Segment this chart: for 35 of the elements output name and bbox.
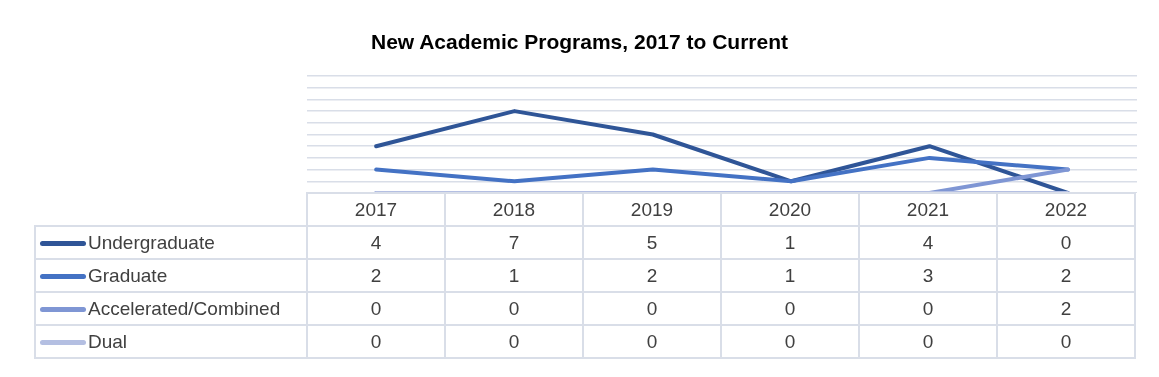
- data-label: 1: [445, 259, 583, 292]
- data-label: 0: [859, 325, 997, 358]
- data-label: 1: [721, 226, 859, 259]
- data-label: 4: [859, 226, 997, 259]
- data-label: 2: [583, 259, 721, 292]
- data-label: 0: [583, 325, 721, 358]
- data-label: 0: [859, 292, 997, 325]
- data-label: 7: [445, 226, 583, 259]
- data-label: 2: [307, 259, 445, 292]
- x-tick-label: 2019: [583, 193, 721, 226]
- data-label: 2: [997, 292, 1135, 325]
- data-label: 0: [583, 292, 721, 325]
- data-label: 0: [997, 325, 1135, 358]
- data-label: 3: [859, 259, 997, 292]
- data-label: 0: [307, 325, 445, 358]
- x-tick-label: 2021: [859, 193, 997, 226]
- chart-title: New Academic Programs, 2017 to Current: [369, 30, 789, 54]
- x-tick-label: 2022: [997, 193, 1135, 226]
- legend-label: Accelerated/Combined: [88, 297, 281, 319]
- x-tick-label: 2020: [721, 193, 859, 226]
- data-label: 0: [997, 226, 1135, 259]
- data-label: 2: [997, 259, 1135, 292]
- x-tick-label: 2017: [307, 193, 445, 226]
- legend-label: Graduate: [88, 264, 168, 286]
- legend-label: Undergraduate: [88, 231, 215, 253]
- data-label: 0: [721, 325, 859, 358]
- data-label: 0: [721, 292, 859, 325]
- data-label: 0: [445, 325, 583, 358]
- data-label: 0: [307, 292, 445, 325]
- data-label: 0: [445, 292, 583, 325]
- data-label: 4: [307, 226, 445, 259]
- data-label: 5: [583, 226, 721, 259]
- x-tick-label: 2018: [445, 193, 583, 226]
- legend-label: Dual: [88, 330, 128, 352]
- data-label: 1: [721, 259, 859, 292]
